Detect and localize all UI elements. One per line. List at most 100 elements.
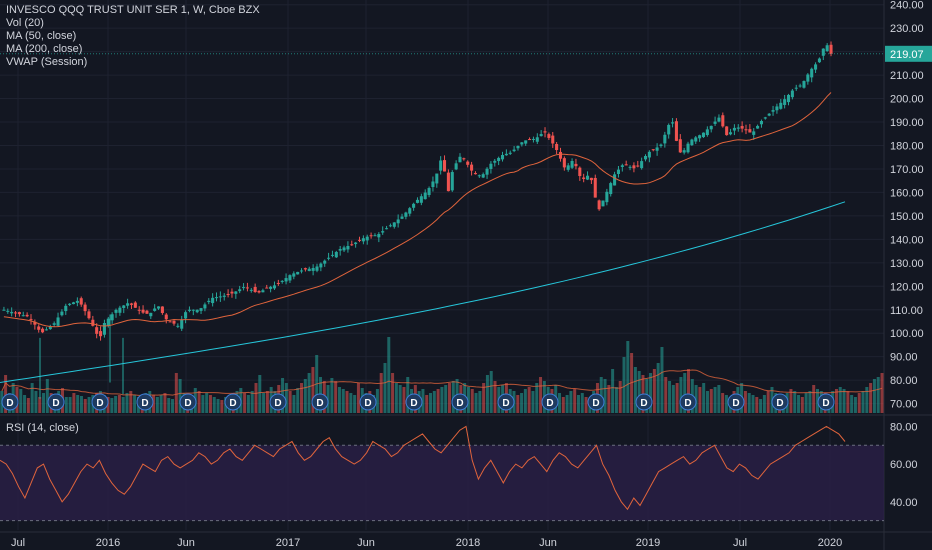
candle	[462, 158, 466, 160]
candle	[528, 139, 532, 141]
candle	[512, 149, 516, 152]
candle	[412, 203, 416, 208]
volume-bar	[603, 379, 607, 413]
volume-bar	[474, 393, 478, 413]
volume-bar	[243, 393, 247, 413]
dividend-label: D	[592, 398, 599, 409]
volume-bar	[246, 395, 250, 413]
volume-bar	[68, 397, 72, 413]
candle	[211, 297, 215, 304]
volume-bar	[121, 397, 125, 413]
candle	[698, 135, 702, 139]
candle	[690, 139, 694, 146]
time-tick-label: 2016	[96, 537, 120, 549]
volume-bar	[698, 387, 702, 413]
volume-bar	[178, 379, 182, 413]
candle	[114, 309, 118, 313]
candle	[203, 304, 207, 309]
candle	[71, 302, 76, 305]
candle	[663, 134, 667, 144]
volume-bar	[880, 373, 884, 413]
candle	[292, 273, 296, 277]
candle	[207, 300, 211, 303]
candle	[419, 196, 423, 203]
candle	[257, 290, 261, 293]
volume-bar	[64, 397, 68, 413]
volume-bar	[861, 391, 865, 413]
candle	[288, 275, 292, 281]
candle	[230, 291, 234, 294]
volume-bar	[808, 391, 812, 413]
candle	[149, 312, 153, 317]
candle	[129, 303, 134, 305]
candle	[33, 321, 37, 325]
candle	[404, 212, 408, 217]
rsi-tick-label: 40.00	[890, 497, 918, 509]
dividend-marker	[224, 393, 242, 411]
candle	[477, 175, 481, 177]
candle	[802, 81, 806, 88]
candle	[470, 164, 474, 171]
volume-bar	[857, 393, 861, 413]
volume-bar	[853, 397, 857, 413]
volume-bar	[721, 393, 725, 413]
price-tick-label: 180.00	[890, 140, 924, 152]
candle	[725, 126, 729, 136]
volume-bar	[485, 375, 489, 413]
volume-bar	[797, 395, 801, 413]
volume-bar	[633, 367, 637, 413]
volume-bar	[565, 395, 569, 413]
indicator-vwap[interactable]: VWAP (Session)	[6, 56, 88, 68]
candle	[68, 303, 72, 305]
rsi-legend[interactable]: RSI (14, close)	[6, 422, 79, 434]
candle	[597, 200, 601, 210]
time-tick-label: Jun	[539, 537, 557, 549]
candle	[508, 152, 512, 154]
candle	[705, 129, 709, 136]
candle	[454, 163, 458, 170]
candle	[829, 44, 833, 54]
candle	[311, 267, 315, 271]
candle	[659, 144, 663, 146]
volume-bar	[303, 379, 307, 413]
volume-bar	[265, 391, 269, 413]
dividend-marker	[541, 393, 559, 411]
candle	[729, 132, 733, 135]
indicator-ma50[interactable]: MA (50, close)	[6, 30, 77, 42]
candle	[137, 309, 141, 311]
dividend-label: D	[456, 398, 463, 409]
time-tick-label: Jul	[733, 537, 747, 549]
volume-bar	[197, 391, 201, 413]
candle	[535, 137, 539, 142]
rsi-line	[0, 425, 846, 511]
price-tick-label: 150.00	[890, 211, 924, 223]
volume-bar	[337, 387, 341, 413]
dividend-label: D	[184, 398, 191, 409]
volume-bar	[539, 377, 543, 413]
candle	[763, 117, 767, 119]
volume-bar	[383, 363, 387, 413]
candle	[601, 200, 605, 207]
candle	[744, 129, 748, 131]
candle	[531, 138, 535, 140]
symbol-title[interactable]: INVESCO QQQ TRUST UNIT SER 1, W, Cboe BZ…	[6, 4, 260, 16]
indicator-ma200[interactable]: MA (200, close)	[6, 43, 83, 55]
candle	[118, 307, 122, 313]
candle	[551, 135, 555, 144]
volume-bar	[23, 395, 27, 413]
candle	[13, 312, 18, 314]
candle	[141, 309, 145, 313]
indicator-volume[interactable]: Vol (20)	[6, 17, 44, 29]
price-tick-label: 230.00	[890, 23, 924, 35]
candle	[133, 302, 137, 308]
volume-bar	[618, 381, 622, 413]
price-tick-label: 110.00	[890, 305, 923, 317]
candle	[126, 303, 130, 306]
candle	[6, 310, 10, 312]
volume-bar	[649, 373, 653, 413]
volume-bar	[527, 387, 531, 413]
candle	[586, 175, 590, 180]
volume-bar	[573, 389, 577, 413]
